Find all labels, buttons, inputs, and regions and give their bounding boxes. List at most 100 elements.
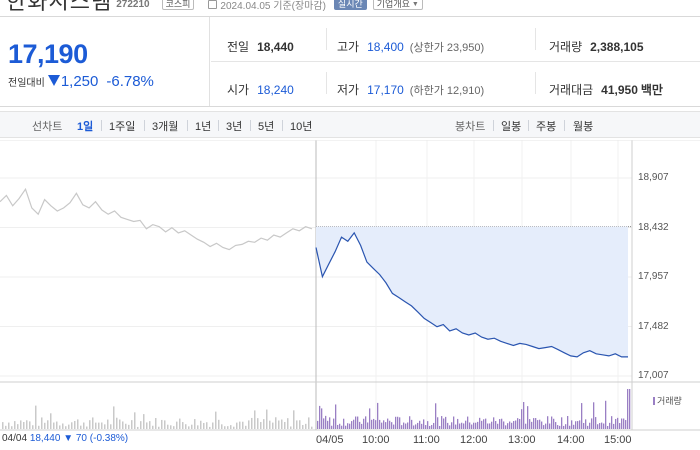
volume-bar [365,416,367,429]
tab-weekly-candle[interactable]: 주봉 [536,121,557,133]
y-tick-label: 18,907 [638,172,669,183]
volume-bar [499,419,501,429]
volume-bar [83,422,85,429]
volume-bar [104,424,106,429]
volume-bar [333,418,335,429]
volume-bar [591,418,593,429]
volume-bar [429,425,431,429]
volume-bar [143,414,145,429]
volume-bar [573,424,575,429]
tab-1d[interactable]: 1일 [77,121,94,133]
volume-bar [471,424,473,429]
volume-bar [321,408,323,429]
y-tick-label: 17,957 [638,271,669,282]
tab-divider [218,120,219,131]
volume-bar [469,422,471,429]
volume-bar [435,403,437,429]
volume-bar [453,416,455,429]
upper-limit: (상한가 23,950) [409,42,485,54]
tab-divider [282,120,283,131]
column-divider [535,28,536,50]
volume-bar [227,426,229,429]
stat-value: 18,400 [367,40,404,54]
volume-bar [567,416,569,429]
volume-bar [92,417,94,429]
volume-bar [511,422,513,429]
prev-day-change: ▼ 70 [63,433,87,444]
volume-bar [327,420,329,429]
stock-header: 한화시스템 272210 코스피 2024.04.05 기준(장마감) 실시간 … [0,0,700,14]
volume-bar [284,421,286,429]
volume-bar [363,418,365,429]
volume-bar [167,424,169,429]
volume-bar [381,422,383,429]
volume-bar [553,418,555,429]
volume-bar [347,423,349,429]
prev-day-info: 04/04 18,440 ▼ 70 (-0.38%) [2,433,128,444]
stat-prev-close: 전일 18,440 [227,38,294,55]
tab-10y[interactable]: 10년 [290,121,313,133]
volume-bar [545,423,547,429]
chart-tabs: 선차트 1일 1주일 3개월 1년 3년 5년 10년 봉차트 일봉 주봉 월봉 [0,111,700,138]
volume-bar [551,416,553,429]
volume-bar [29,421,31,429]
volume-bar [455,424,457,429]
volume-bar [421,423,423,429]
price-chart-svg[interactable] [0,140,700,450]
realtime-button[interactable]: 실시간 [333,0,367,10]
volume-bar [619,423,621,429]
change-label: 전일대비 [8,78,45,89]
volume-bar [509,421,511,429]
tab-3y[interactable]: 3년 [226,121,243,133]
tab-1w[interactable]: 1주일 [109,121,136,133]
volume-bar [337,424,339,429]
volume-bar [527,406,529,429]
volume-bar [519,418,521,429]
volume-bar [272,422,274,429]
volume-bar [473,422,475,429]
volume-bar [339,423,341,429]
company-overview-button[interactable]: 기업개요 ▼ [372,0,423,10]
price-change: 전일대비 1,250 -6.78% [8,73,154,90]
volume-bar [391,422,393,429]
volume-bar [296,420,298,429]
volume-bar [275,417,277,429]
tab-daily-candle[interactable]: 일봉 [501,121,522,133]
volume-bar [155,418,157,429]
volume-bar [206,422,208,429]
volume-bar [369,408,371,429]
tab-1y[interactable]: 1년 [195,121,212,133]
tab-monthly-candle[interactable]: 월봉 [573,121,594,133]
tab-3m[interactable]: 3개월 [152,121,179,133]
volume-bar [593,402,595,429]
volume-bar [513,421,515,429]
column-divider [535,72,536,94]
volume-bar [251,417,253,429]
volume-bar [319,405,321,429]
lower-limit: (하한가 12,910) [409,85,485,97]
x-tick-label: 11:00 [413,434,440,446]
volume-bar [535,418,537,429]
volume-bar [191,424,193,429]
volume-bar [65,426,67,429]
volume-bar [461,422,463,429]
candle-chart-label: 봉차트 [455,121,486,133]
volume-bar [405,423,407,429]
volume-bar [149,421,151,429]
volume-bar [281,419,283,429]
volume-bar [623,418,625,429]
volume-bar [176,421,178,429]
volume-bar [98,422,100,429]
tab-5y[interactable]: 5년 [258,121,275,133]
stat-value: 17,170 [367,83,404,97]
stat-value: 2,388,105 [590,40,644,54]
volume-bar [122,421,124,429]
volume-bar [379,419,381,429]
stat-label: 거래대금 [549,83,594,97]
volume-bar [601,422,603,429]
stat-label: 저가 [337,83,360,97]
volume-bar [47,420,49,429]
volume-bar [278,420,280,429]
stat-value: 18,440 [257,40,294,54]
